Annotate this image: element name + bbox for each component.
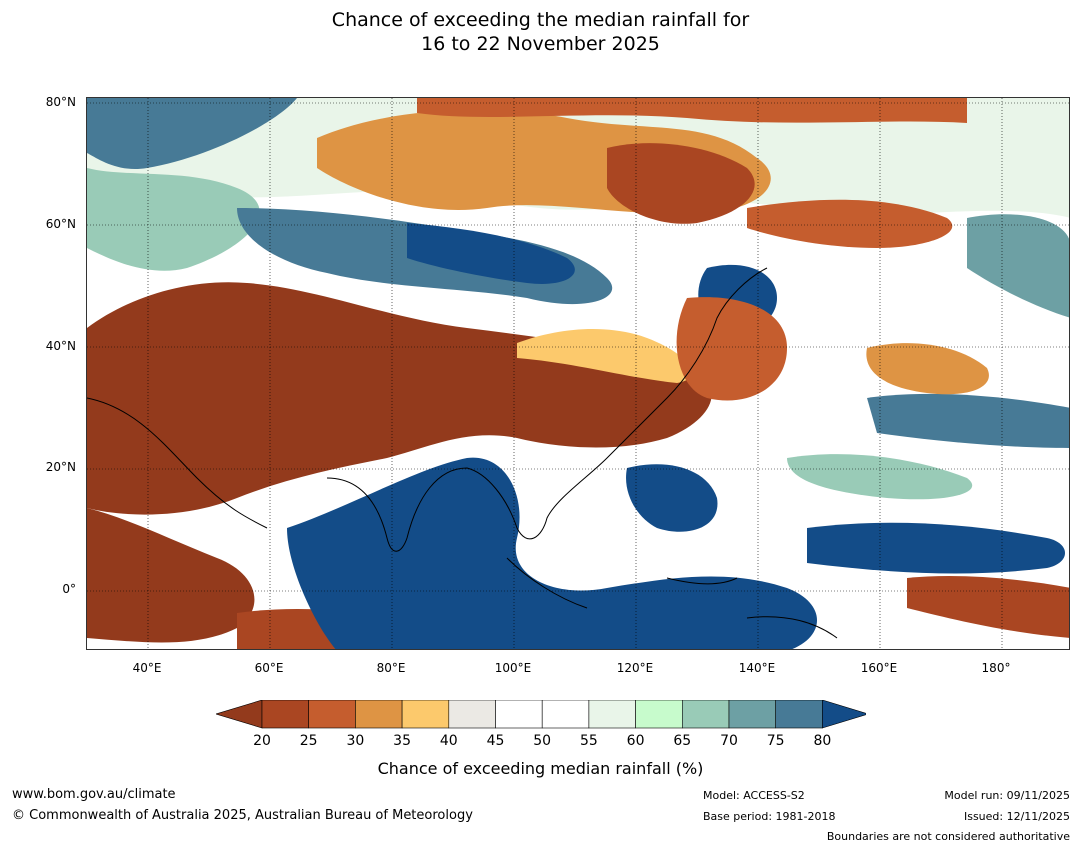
region-pacific-wet xyxy=(807,522,1065,574)
disclaimer-text: Boundaries are not considered authoritat… xyxy=(826,830,1070,843)
colorbar-cell xyxy=(775,700,823,729)
website-link[interactable]: www.bom.gov.au/climate xyxy=(12,787,176,802)
lon-label-160e: 160°E xyxy=(860,661,898,675)
region-pacific-wet-2 xyxy=(867,393,1069,448)
chart-title: Chance of exceeding the median rainfall … xyxy=(0,8,1081,56)
region-philippine-wet xyxy=(626,464,718,532)
colorbar-cell xyxy=(261,700,310,729)
colorbar-tick: 60 xyxy=(626,733,645,749)
copyright-text: © Commonwealth of Australia 2025, Austra… xyxy=(12,808,473,823)
lon-label-40e: 40°E xyxy=(132,661,162,675)
region-north-green xyxy=(87,168,260,271)
lon-label-180: 180° xyxy=(981,661,1011,675)
graticule xyxy=(87,98,1069,649)
colorbar-extend-high xyxy=(822,700,866,729)
colorbar-tick: 30 xyxy=(346,733,365,749)
region-northeast-orange xyxy=(747,199,953,248)
model-run-text: Model run: 09/11/2025 xyxy=(944,789,1070,802)
coastline xyxy=(87,267,838,639)
lat-label-60n: 60°N xyxy=(45,217,76,231)
colorbar-cell xyxy=(308,700,356,729)
lat-label-0: 0° xyxy=(62,582,76,596)
region-siberia-dark xyxy=(607,143,755,224)
colorbar-cell xyxy=(541,700,590,729)
lon-label-60e: 60°E xyxy=(254,661,284,675)
issued-text: Issued: 12/11/2025 xyxy=(963,810,1070,823)
region-east-blue xyxy=(967,214,1069,318)
colorbar-tick: 70 xyxy=(720,733,738,749)
colorbar-cell xyxy=(728,700,777,729)
region-pacific-dry-south xyxy=(907,576,1069,638)
lon-label-100e: 100°E xyxy=(494,661,532,675)
base-period-text: Base period: 1981-2018 xyxy=(703,810,836,823)
lat-label-20n: 20°N xyxy=(45,460,76,474)
lat-label-80n: 80°N xyxy=(45,95,76,109)
lon-label-120e: 120°E xyxy=(616,661,654,675)
colorbar-tick: 45 xyxy=(486,733,505,749)
region-pacific-orange xyxy=(866,343,989,395)
colorbar-cell xyxy=(635,700,683,729)
region-central-darkblue xyxy=(407,223,575,284)
region-pacific-green xyxy=(787,454,973,500)
colorbar-tick: 50 xyxy=(533,733,552,749)
colorbar-cell xyxy=(355,700,403,729)
rainfall-map xyxy=(86,97,1070,650)
lon-label-140e: 140°E xyxy=(738,661,776,675)
colorbar-tick: 20 xyxy=(253,733,271,749)
colorbar-tick: 65 xyxy=(673,733,692,749)
colorbar-cell xyxy=(681,700,730,729)
region-africa-dry xyxy=(87,508,255,643)
region-east-asia-orange xyxy=(676,297,787,401)
colorbar-extend-low xyxy=(216,700,263,729)
map-svg xyxy=(87,98,1069,649)
colorbar-tick: 55 xyxy=(579,733,598,749)
colorbar xyxy=(216,700,866,729)
lat-label-40n: 40°N xyxy=(45,339,76,353)
colorbar-tick: 25 xyxy=(299,733,318,749)
colorbar-cell xyxy=(448,700,496,729)
region-dry-edge-orange xyxy=(517,328,692,383)
colorbar-tick: 75 xyxy=(766,733,785,749)
colorbar-cell xyxy=(401,700,450,729)
title-line-1: Chance of exceeding the median rainfall … xyxy=(331,9,750,31)
colorbar-cell xyxy=(495,700,543,729)
colorbar-tick: 80 xyxy=(813,733,832,749)
lon-label-80e: 80°E xyxy=(376,661,406,675)
model-text: Model: ACCESS-S2 xyxy=(703,789,805,802)
region-indian-ocean-wet xyxy=(287,457,817,649)
colorbar-label: Chance of exceeding median rainfall (%) xyxy=(377,759,704,778)
colorbar-cell xyxy=(588,700,636,729)
region-north-top-orange xyxy=(417,98,967,123)
region-north-blue xyxy=(87,98,297,170)
title-line-2: 16 to 22 November 2025 xyxy=(421,33,660,55)
colorbar-tick: 35 xyxy=(393,733,411,749)
colorbar-tick: 40 xyxy=(439,733,458,749)
